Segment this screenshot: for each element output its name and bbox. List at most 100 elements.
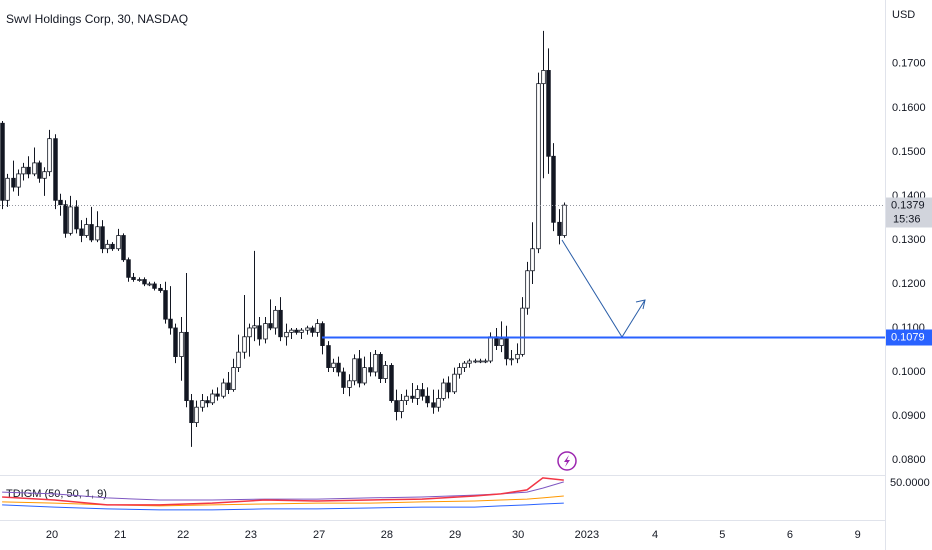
candle-body <box>68 206 73 234</box>
candle-body <box>79 228 84 236</box>
candle-body <box>263 323 268 340</box>
candle-body <box>504 338 509 360</box>
candle-body <box>278 309 283 338</box>
candle-body <box>320 323 325 346</box>
x-tick-label: 22 <box>177 529 189 541</box>
candle-body <box>163 290 168 320</box>
y-tick-label: 0.1500 <box>892 146 926 158</box>
candle-body <box>226 382 231 390</box>
candle-body <box>184 331 189 402</box>
candle-body <box>557 221 562 236</box>
candle-body <box>252 325 257 329</box>
candle-body <box>383 364 388 379</box>
candle-body <box>95 226 100 241</box>
candle-body <box>105 243 110 250</box>
candle-body <box>5 177 10 201</box>
candle-body <box>100 226 105 250</box>
candle-body <box>273 309 278 329</box>
indicator-line <box>2 481 564 501</box>
candle-body <box>32 162 37 175</box>
candle-body <box>289 329 294 333</box>
candle-body <box>26 166 31 175</box>
candle-body <box>11 177 16 188</box>
candle-body <box>116 235 121 250</box>
candle-body <box>315 323 320 333</box>
candle-body <box>551 155 556 223</box>
candle-body <box>236 351 241 368</box>
candle-body <box>410 395 415 399</box>
current-price-label: 0.1379 <box>891 199 925 211</box>
candle-body <box>436 398 441 408</box>
candle-body <box>530 248 535 272</box>
candle-body <box>42 171 47 179</box>
candle-body <box>404 395 409 402</box>
level-label: 0.1079 <box>891 331 925 343</box>
candle-body <box>257 325 262 340</box>
candle-body <box>520 307 525 355</box>
candle-body <box>562 204 567 236</box>
candle-body <box>457 367 462 375</box>
candle-body <box>357 358 362 384</box>
candle-body <box>483 360 488 363</box>
candle-body <box>131 276 136 280</box>
candle-body <box>310 327 315 333</box>
candle-body <box>189 400 194 424</box>
x-tick-label: 23 <box>245 529 257 541</box>
x-tick-label: 5 <box>719 529 725 541</box>
candle-body <box>242 336 247 353</box>
x-tick-label: 2023 <box>575 529 599 541</box>
event-icon[interactable] <box>557 451 577 471</box>
x-tick-label: 30 <box>512 529 524 541</box>
candle-body <box>142 279 147 285</box>
candle-body <box>121 235 126 261</box>
candle-body <box>205 400 210 404</box>
candle-body <box>499 338 504 346</box>
indicator-line <box>2 502 564 511</box>
y-tick-label: 0.0900 <box>892 410 926 422</box>
candle-body <box>326 345 331 368</box>
chart-title: Swvl Holdings Corp, 30, NASDAQ <box>6 12 188 26</box>
candle-body <box>179 331 184 357</box>
lightning[interactable] <box>564 455 570 467</box>
candle-body <box>200 400 205 408</box>
candle-body <box>53 138 58 201</box>
candle-body <box>168 318 173 329</box>
candle-body <box>336 362 341 373</box>
x-tick-label: 27 <box>313 529 325 541</box>
candle-body <box>158 287 163 291</box>
x-tick-label: 21 <box>114 529 126 541</box>
y-tick-label: 0.1200 <box>892 278 926 290</box>
candle-body <box>347 380 352 388</box>
candle-body <box>268 323 273 329</box>
candle-body <box>126 259 131 278</box>
x-tick-label: 20 <box>46 529 58 541</box>
candle-body <box>488 336 493 362</box>
candle-body <box>231 367 236 390</box>
candle-body <box>152 283 157 289</box>
candle-body <box>478 360 483 363</box>
candle-body <box>63 204 68 234</box>
y-tick-label: 0.0800 <box>892 454 926 466</box>
candle-body <box>415 389 420 399</box>
candle-body <box>467 360 472 364</box>
candle-body <box>509 358 514 361</box>
candle-body <box>305 327 310 331</box>
candle-body <box>16 173 21 188</box>
candle-body <box>525 270 530 309</box>
candle-body <box>378 353 383 379</box>
candle-body <box>37 162 42 179</box>
candle-body <box>294 329 299 333</box>
candle-body <box>362 367 367 384</box>
candle-body <box>515 353 520 360</box>
candle-body <box>137 279 142 281</box>
candle-body <box>173 327 178 357</box>
x-tick-label: 28 <box>381 529 393 541</box>
candle-body <box>194 406 199 424</box>
candle-body <box>352 358 357 382</box>
currency-label: USD <box>892 9 915 21</box>
candle-body <box>473 360 478 363</box>
indicator-line <box>2 477 564 506</box>
x-tick-label: 4 <box>652 529 658 541</box>
